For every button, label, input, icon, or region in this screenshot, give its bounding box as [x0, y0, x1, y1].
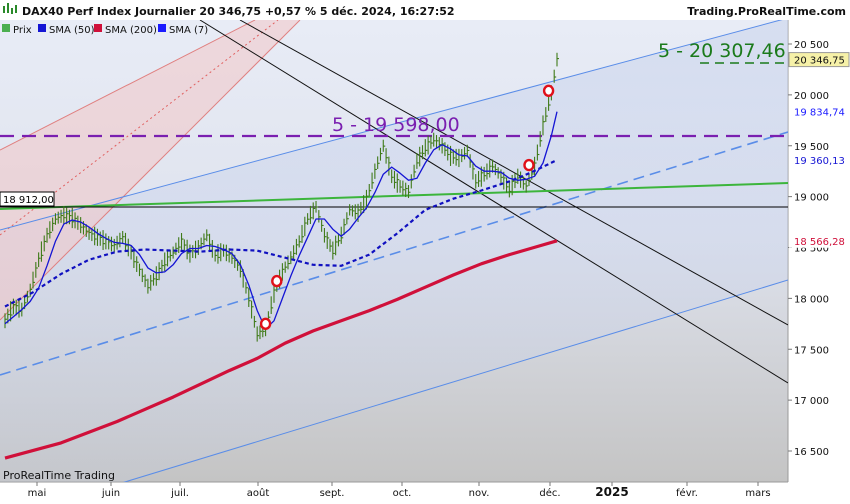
y-tick-label: 18 500	[794, 244, 829, 255]
x-tick-label: mars	[745, 488, 770, 499]
green-trend-line	[0, 182, 788, 210]
legend-label: SMA (200)	[105, 25, 157, 36]
y-tick-label: 20 500	[794, 40, 829, 51]
legend-swatch	[38, 24, 46, 32]
price-tag-text: 20 346,75	[794, 56, 845, 67]
signal-layer	[259, 84, 555, 331]
x-tick-label: nov.	[469, 488, 490, 499]
blue-channel-fill	[0, 20, 788, 482]
sma200-line	[4, 239, 558, 460]
legend-swatch	[94, 24, 102, 32]
x-axis: mai juin juil. août sept. oct. nov. déc. 2025 fév…	[28, 482, 771, 499]
red-channel-upper	[0, 20, 256, 151]
series-layer	[4, 52, 559, 460]
x-tick-label: juin	[101, 488, 120, 499]
price-tag-text: 18 566,28	[794, 237, 845, 248]
x-tick-label: sept.	[320, 488, 345, 499]
price-tag-bg	[788, 52, 850, 68]
blue-channel-middle	[0, 131, 788, 376]
x-tick-label: févr.	[676, 487, 698, 499]
red-channel-lower	[0, 20, 301, 321]
black-channel-lower	[199, 20, 788, 384]
x-axis-strip	[0, 482, 850, 500]
y-tick-label: 16 500	[794, 447, 829, 458]
x-tick-label: déc.	[539, 487, 560, 499]
legend-label: SMA (7)	[169, 25, 208, 36]
header-menu-icon[interactable]	[3, 3, 17, 14]
red-channel-middle	[0, 20, 279, 236]
signal-marker	[259, 317, 272, 331]
target-label: 5 - 20 307,46	[658, 40, 786, 62]
y-tick-label: 18 000	[794, 294, 829, 305]
chart-title: DAX40 Perf Index Journalier 20 346,75 +0…	[22, 5, 455, 18]
signal-marker	[542, 84, 555, 98]
level-19598-label: 5 - 19 598,00	[332, 114, 460, 136]
price-tag-text: 19 834,74	[794, 108, 845, 119]
price-tag-bg	[789, 152, 849, 167]
price-tags: 20 346,75 19 834,74 19 360,13 18 566,28	[788, 52, 850, 248]
blue-channel-lower	[123, 279, 788, 482]
y-tick-label: 17 000	[794, 396, 829, 407]
y-tick-label: 19 500	[794, 142, 829, 153]
x-tick-label: 2025	[595, 485, 628, 499]
x-tick-label: juil.	[170, 488, 189, 499]
x-tick-label: oct.	[393, 488, 412, 499]
footer-label: ProRealTime Trading	[3, 469, 115, 482]
sma7-line	[4, 111, 558, 330]
drawing-layer	[0, 20, 788, 482]
left-level-tag-text: 18 912,00	[3, 195, 54, 206]
legend-swatch	[2, 24, 10, 32]
legend-label: Prix	[13, 25, 32, 36]
y-axis: 20 500 20 000 19 500 19 000 18 500 18 000 17 5…	[788, 40, 829, 458]
price-tag-bg	[789, 104, 849, 119]
header-bar	[0, 0, 850, 20]
black-channel-upper	[239, 20, 788, 326]
x-tick-label: août	[247, 487, 270, 499]
y-tick-label: 20 000	[794, 91, 829, 102]
x-tick-label: mai	[28, 488, 47, 499]
price-tag-text: 19 360,13	[794, 156, 845, 167]
y-axis-strip	[788, 20, 850, 482]
blue-channel-upper	[0, 20, 783, 231]
y-tick-label: 17 500	[794, 345, 829, 356]
site-label[interactable]: Trading.ProRealTime.com	[687, 5, 846, 18]
legend-label: SMA (50)	[49, 25, 95, 36]
legend-swatch	[158, 24, 166, 32]
signal-marker	[523, 158, 535, 172]
legend: Prix SMA (50) SMA (200) SMA (7)	[2, 24, 208, 36]
y-tick-label: 19 000	[794, 193, 829, 204]
price-tag-bg	[789, 233, 849, 248]
signal-marker	[271, 274, 283, 288]
left-level-tag: 18 912,00	[0, 191, 55, 207]
sma50-line	[4, 159, 558, 308]
